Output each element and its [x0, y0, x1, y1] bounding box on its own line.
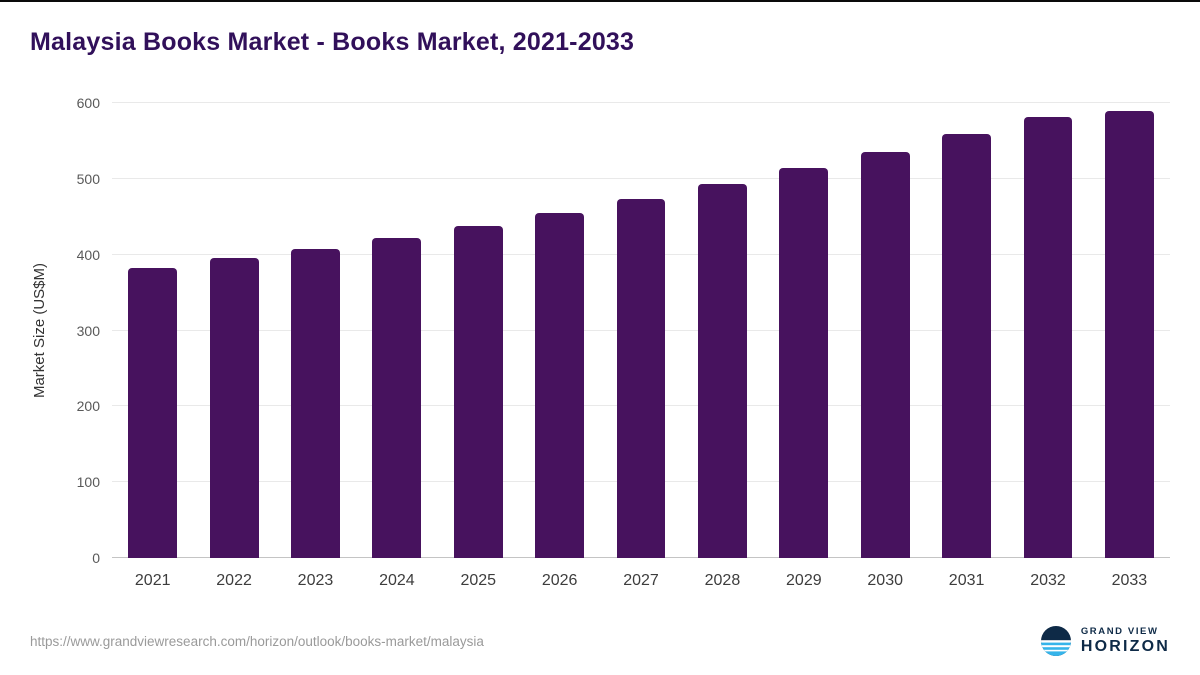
- y-tick-label-0: 0: [92, 550, 100, 566]
- bar-2032[interactable]: [1023, 117, 1073, 558]
- logo-line1: GRAND VIEW: [1080, 626, 1159, 637]
- bar-slot-2021: [112, 103, 193, 558]
- y-tick-label-400: 400: [76, 246, 100, 263]
- bar-2029[interactable]: [779, 168, 829, 558]
- x-tick-label-2032: 2032: [1030, 572, 1066, 589]
- bar-2022[interactable]: [209, 258, 259, 558]
- logo-line2: HORIZON: [1080, 638, 1170, 655]
- bar-slot-2031: [926, 103, 1007, 558]
- bar-2031[interactable]: [942, 134, 992, 558]
- x-tick-label-2025: 2025: [460, 572, 497, 589]
- gridline-600: [112, 102, 1170, 103]
- bar-2033[interactable]: [1104, 110, 1154, 558]
- bar-2025[interactable]: [453, 225, 503, 558]
- x-tick-label-2023: 2023: [297, 572, 334, 589]
- bar-slot-2033: [1089, 103, 1170, 558]
- x-tick-label-2022: 2022: [216, 572, 252, 589]
- logo-text: GRAND VIEW HORIZON: [1081, 626, 1170, 656]
- y-axis-label-wrap: Market Size (US$M): [28, 103, 50, 558]
- horizon-logo-icon: [1040, 626, 1071, 656]
- x-tick-label-2026: 2026: [541, 572, 578, 589]
- source-url[interactable]: https://www.grandviewresearch.com/horizo…: [30, 634, 484, 649]
- top-border: [0, 0, 1200, 2]
- y-tick-label-300: 300: [76, 322, 100, 339]
- x-tick-label-2028: 2028: [704, 572, 741, 589]
- bar-2027[interactable]: [616, 199, 666, 558]
- y-axis-label: Market Size (US$M): [30, 262, 48, 399]
- bar-slot-2025: [438, 103, 519, 558]
- chart-title: Malaysia Books Market - Books Market, 20…: [30, 28, 635, 56]
- y-tick-label-500: 500: [76, 170, 100, 187]
- y-tick-label-200: 200: [76, 398, 100, 415]
- bar-2026[interactable]: [535, 212, 585, 558]
- bar-slot-2024: [356, 103, 437, 558]
- bar-slot-2023: [275, 103, 356, 558]
- x-tick-label-2021: 2021: [134, 572, 171, 589]
- bar-2024[interactable]: [372, 237, 422, 558]
- bar-slot-2027: [600, 103, 681, 558]
- bar-slot-2030: [845, 103, 926, 558]
- x-tick-label-2027: 2027: [623, 572, 659, 589]
- gridline-500: [112, 177, 1170, 179]
- plot-area: 0 100 200 300 400 500 600 2021 2022 2023 2024 2025…: [77, 96, 1170, 589]
- y-tick-label-100: 100: [76, 474, 100, 491]
- y-tick-label-600: 600: [76, 95, 100, 111]
- x-tick-label-2029: 2029: [786, 572, 822, 589]
- bar-slot-2028: [682, 103, 763, 558]
- bar-2030[interactable]: [860, 151, 910, 558]
- bar-slot-2022: [193, 103, 274, 558]
- x-tick-label-2031: 2031: [948, 572, 985, 589]
- bars: [112, 103, 1170, 558]
- x-tick-label-2030: 2030: [867, 572, 903, 589]
- brand-logo: GRAND VIEW HORIZON: [1040, 625, 1170, 657]
- bar-slot-2032: [1007, 103, 1088, 558]
- x-tick-label-2033: 2033: [1111, 572, 1148, 589]
- bar-2021[interactable]: [128, 267, 178, 558]
- bar-2028[interactable]: [698, 184, 747, 558]
- bar-slot-2026: [519, 103, 600, 558]
- bar-2023[interactable]: [291, 248, 340, 558]
- bar-slot-2029: [763, 103, 844, 558]
- x-tick-label-2024: 2024: [379, 572, 415, 589]
- x-labels: 2021 2022 2023 2024 2025 2026 2027 2028 2029 2030…: [112, 558, 1170, 590]
